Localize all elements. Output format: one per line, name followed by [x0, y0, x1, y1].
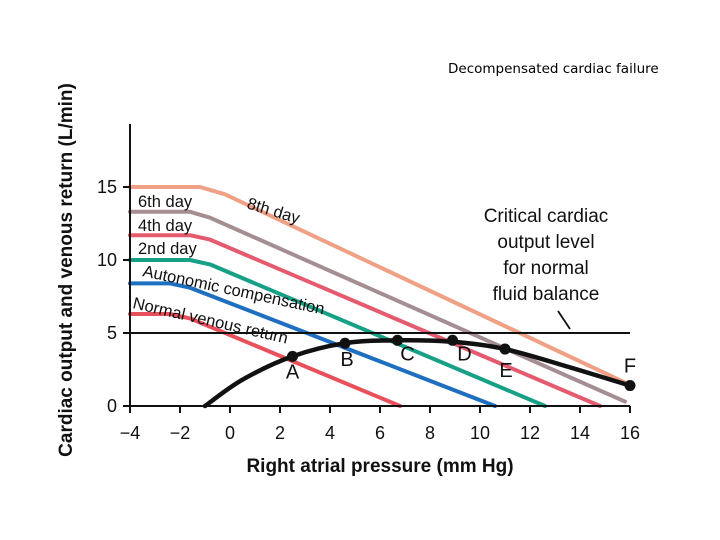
x-tick-label: 14 — [570, 423, 590, 443]
x-axis-title: Right atrial pressure (mm Hg) — [246, 456, 513, 477]
venous-return-curve-day4 — [128, 233, 602, 408]
x-tick-label: 0 — [225, 423, 235, 443]
y-tick-label: 10 — [97, 250, 117, 270]
curve-label-day4: 4th day — [138, 217, 193, 235]
x-tick-label: 10 — [470, 423, 490, 443]
curves-layer — [128, 185, 627, 408]
critical-level-annotation-line: Critical cardiac — [484, 206, 609, 227]
critical-level-annotation-line: output level — [497, 232, 594, 253]
axes-layer: −4 −2 0 2 4 6 8 10 12 14 16 0 5 10 15 — [97, 124, 640, 443]
state-point-d — [447, 334, 458, 346]
x-tick-label: 2 — [275, 423, 285, 443]
state-point-label-c: C — [400, 343, 414, 365]
x-tick-label: 4 — [325, 423, 335, 443]
state-point-c — [392, 334, 403, 346]
state-point-label-e: E — [499, 360, 512, 382]
state-point-label-d: D — [457, 343, 471, 365]
y-axis-title: Cardiac output and venous return (L/min) — [56, 83, 77, 457]
slide-title: Decompensated cardiac failure — [448, 61, 659, 77]
state-point-label-f: F — [624, 356, 636, 378]
curve-label-day6: 6th day — [138, 193, 193, 211]
state-point-e — [499, 343, 511, 355]
state-point-label-b: B — [340, 349, 353, 371]
state-point-label-a: A — [286, 361, 300, 383]
state-point-a — [287, 350, 298, 362]
venous-return-curve-day6 — [128, 209, 627, 404]
venous-return-curve-day2 — [128, 258, 547, 408]
x-tick-label: 6 — [375, 423, 385, 443]
x-tick-label: 16 — [620, 423, 640, 443]
state-point-b — [339, 337, 351, 349]
curve-label-day8: 8th day — [245, 195, 303, 228]
critical-level-annotation-line: for normal — [503, 258, 589, 279]
curve-label-day2: 2nd day — [138, 240, 197, 258]
x-tick-label: 12 — [520, 423, 540, 443]
cardiac-output-layer — [202, 334, 636, 409]
critical-level-annotation-line: fluid balance — [493, 284, 600, 305]
y-tick-label: 15 — [97, 177, 117, 197]
venous-return-curve-day8 — [128, 185, 627, 385]
y-tick-label: 0 — [107, 396, 117, 416]
y-tick-label: 5 — [107, 323, 117, 343]
x-tick-label: 8 — [425, 423, 435, 443]
critical-level-pointer — [557, 310, 571, 330]
x-tick-label: −4 — [120, 423, 141, 443]
x-tick-label: −2 — [170, 423, 191, 443]
venous-return-curve-normal — [128, 312, 402, 408]
state-point-f — [624, 380, 636, 392]
